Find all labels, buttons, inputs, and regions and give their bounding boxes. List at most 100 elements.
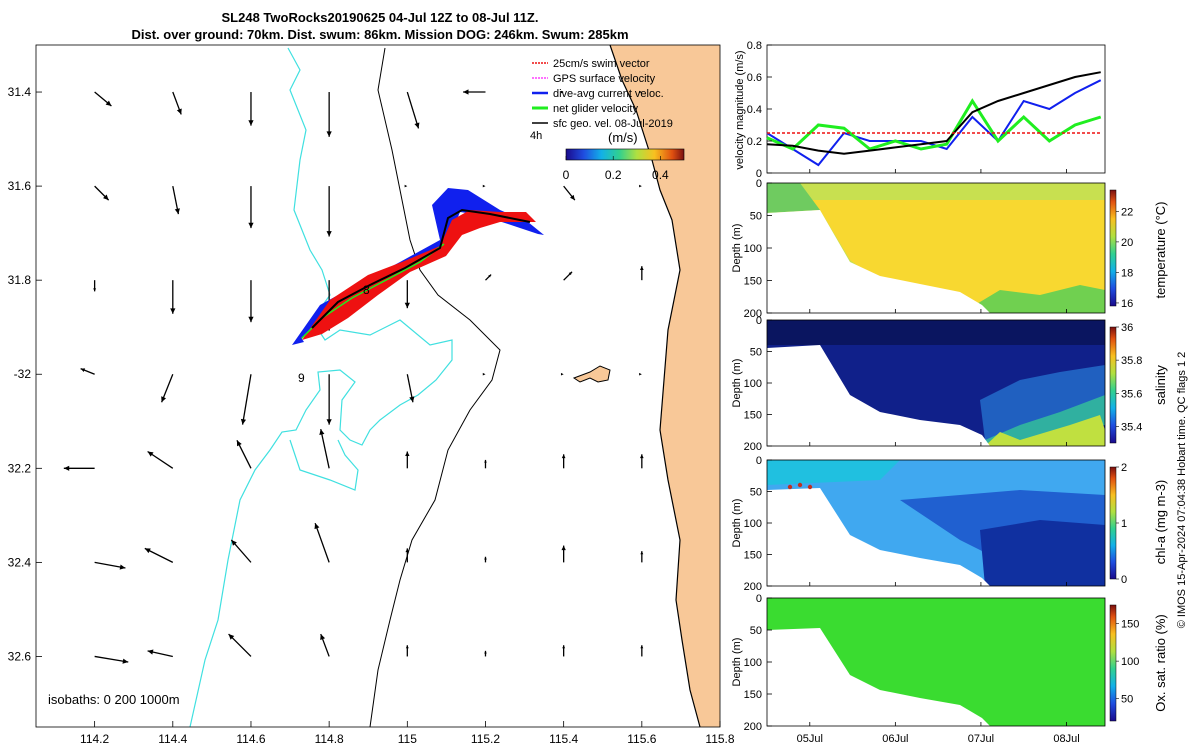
velocity-panel-frame: [766, 44, 1106, 174]
depth-tick-label: 0: [756, 315, 762, 327]
chla-surface-point: [787, 484, 793, 490]
salinity-mid-band: [980, 365, 1105, 440]
map-title-line-1: SL248 TwoRocks20190625 04-Jul 12Z to 08-…: [221, 10, 539, 25]
colorbar-tick-label: 36: [1121, 322, 1133, 334]
vector-head: [640, 645, 644, 649]
sfc-geo-vector: [404, 280, 410, 309]
sfc-geo-vector: [147, 450, 174, 469]
sfc-geo-vector: [94, 185, 110, 201]
map-x-tick-label: 115: [398, 732, 417, 746]
depth-tick-label: 150: [744, 276, 762, 288]
colorbar-tick-label: 50: [1121, 694, 1133, 706]
sfc-geo-vector: [561, 454, 566, 469]
sfc-geo-vector: [326, 186, 332, 237]
map-legend: 25cm/s swim vector GPS surface velocity …: [530, 58, 673, 145]
colorbar-tick-label: 22: [1121, 206, 1133, 218]
temperature-shallow-band: [767, 183, 820, 213]
chla-colorbar: [1109, 466, 1117, 580]
velocity-series-line: [766, 79, 1102, 167]
map-y-tick-label: 31.8: [8, 273, 32, 287]
vector-head: [147, 649, 154, 655]
sfc-geo-vector: [240, 374, 252, 425]
temperature-seabed-mask: [767, 210, 990, 313]
colorbar-tick-label: 1: [1121, 518, 1127, 530]
sfc-geo-vector: [160, 373, 174, 403]
vector-head: [405, 645, 409, 649]
vector-head: [319, 429, 325, 435]
depth-tick-label: 200: [744, 581, 762, 593]
colorbar-tick-label: 0: [563, 168, 570, 182]
vector-shaft: [314, 522, 330, 563]
vector-head: [405, 451, 410, 457]
sfc-geo-vector: [320, 633, 330, 657]
sfc-geo-vector: [80, 368, 95, 375]
oxygen-clabel: Ox. sat. ratio (%): [1153, 614, 1168, 712]
map-x-tick-label: 115.8: [705, 732, 734, 746]
vector-head: [105, 100, 112, 107]
copyright-footer: © IMOS 15-Apr-2024 07:04:38 Hobart time.…: [1176, 352, 1188, 629]
salinity-seabed-mask: [767, 345, 990, 446]
sfc-geo-vector: [405, 645, 409, 657]
chla-surface-band: [767, 460, 900, 485]
depth-axis-label: Depth (m): [731, 638, 743, 687]
vector-head: [482, 372, 486, 376]
vector-head: [236, 440, 242, 447]
colorbar-tick-label: 35.6: [1121, 388, 1142, 400]
track-start-marker: [292, 336, 304, 345]
depth-tick-label: 50: [750, 625, 762, 637]
depth-tick-label: 150: [744, 689, 762, 701]
vector-shaft: [406, 91, 420, 129]
sfc-geo-vector: [228, 633, 252, 657]
vector-head: [482, 184, 486, 188]
vector-head: [170, 308, 176, 314]
sfc-geo-vector: [326, 92, 332, 137]
colorbar-tick-label: 0.2: [605, 168, 622, 182]
sfc-geo-vector: [94, 561, 126, 570]
land-mass: [610, 45, 720, 727]
map-y-tick-label: 32.2: [8, 461, 32, 475]
sfc-geo-vector: [144, 547, 174, 563]
vector-head: [326, 231, 332, 237]
sfc-geo-vector: [640, 454, 644, 469]
sfc-geo-vector: [485, 274, 492, 281]
vector-shaft: [241, 374, 252, 425]
sfc-geo-vector: [482, 372, 486, 376]
vector-head: [484, 459, 487, 463]
sfc-geo-vector: [172, 91, 182, 115]
velocity-series-line: [766, 71, 1101, 155]
sfc-geo-vector: [563, 271, 573, 281]
colorbar-unit-label: (m/s): [608, 130, 638, 145]
isobath-200m: [369, 47, 501, 728]
depth-tick-label: 0: [756, 178, 762, 190]
vector-head: [560, 372, 564, 376]
vector-head: [640, 551, 644, 555]
map-y-tick-label: 32.6: [8, 649, 32, 663]
velocity-axes: 0 0.2 0.4 0.6 0.8: [747, 40, 1067, 180]
chla-surface-point: [807, 484, 813, 490]
map-x-tick-label: 114.6: [236, 732, 265, 746]
map-colorbar-ticks: 0 0.2 0.4: [563, 156, 669, 182]
sfc-geo-vector: [248, 186, 254, 229]
sfc-geo-vector: [463, 89, 486, 95]
temperature-section: [766, 182, 1106, 314]
sfc-geo-vector: [93, 280, 97, 292]
sfc-geo-vector: [170, 280, 176, 314]
map-colorbar: [565, 148, 685, 161]
sfc-geo-vector: [319, 428, 330, 469]
depth-tick-label: 50: [750, 211, 762, 223]
map-background: [36, 45, 720, 727]
chla-section: [766, 459, 1106, 587]
sfc-geo-vector: [562, 645, 566, 657]
vector-head: [570, 194, 575, 201]
colorbar-tick-label: 18: [1121, 267, 1133, 279]
vector-head: [147, 451, 154, 457]
map-x-tick-label: 115.4: [549, 732, 578, 746]
depth-tick-label: 150: [744, 410, 762, 422]
depth-tick-label: 200: [744, 721, 762, 733]
vector-head: [326, 131, 332, 137]
vector-head: [248, 120, 254, 126]
time-axis-label: 06Jul: [882, 733, 908, 745]
depth-axis-label: Depth (m): [731, 359, 743, 408]
